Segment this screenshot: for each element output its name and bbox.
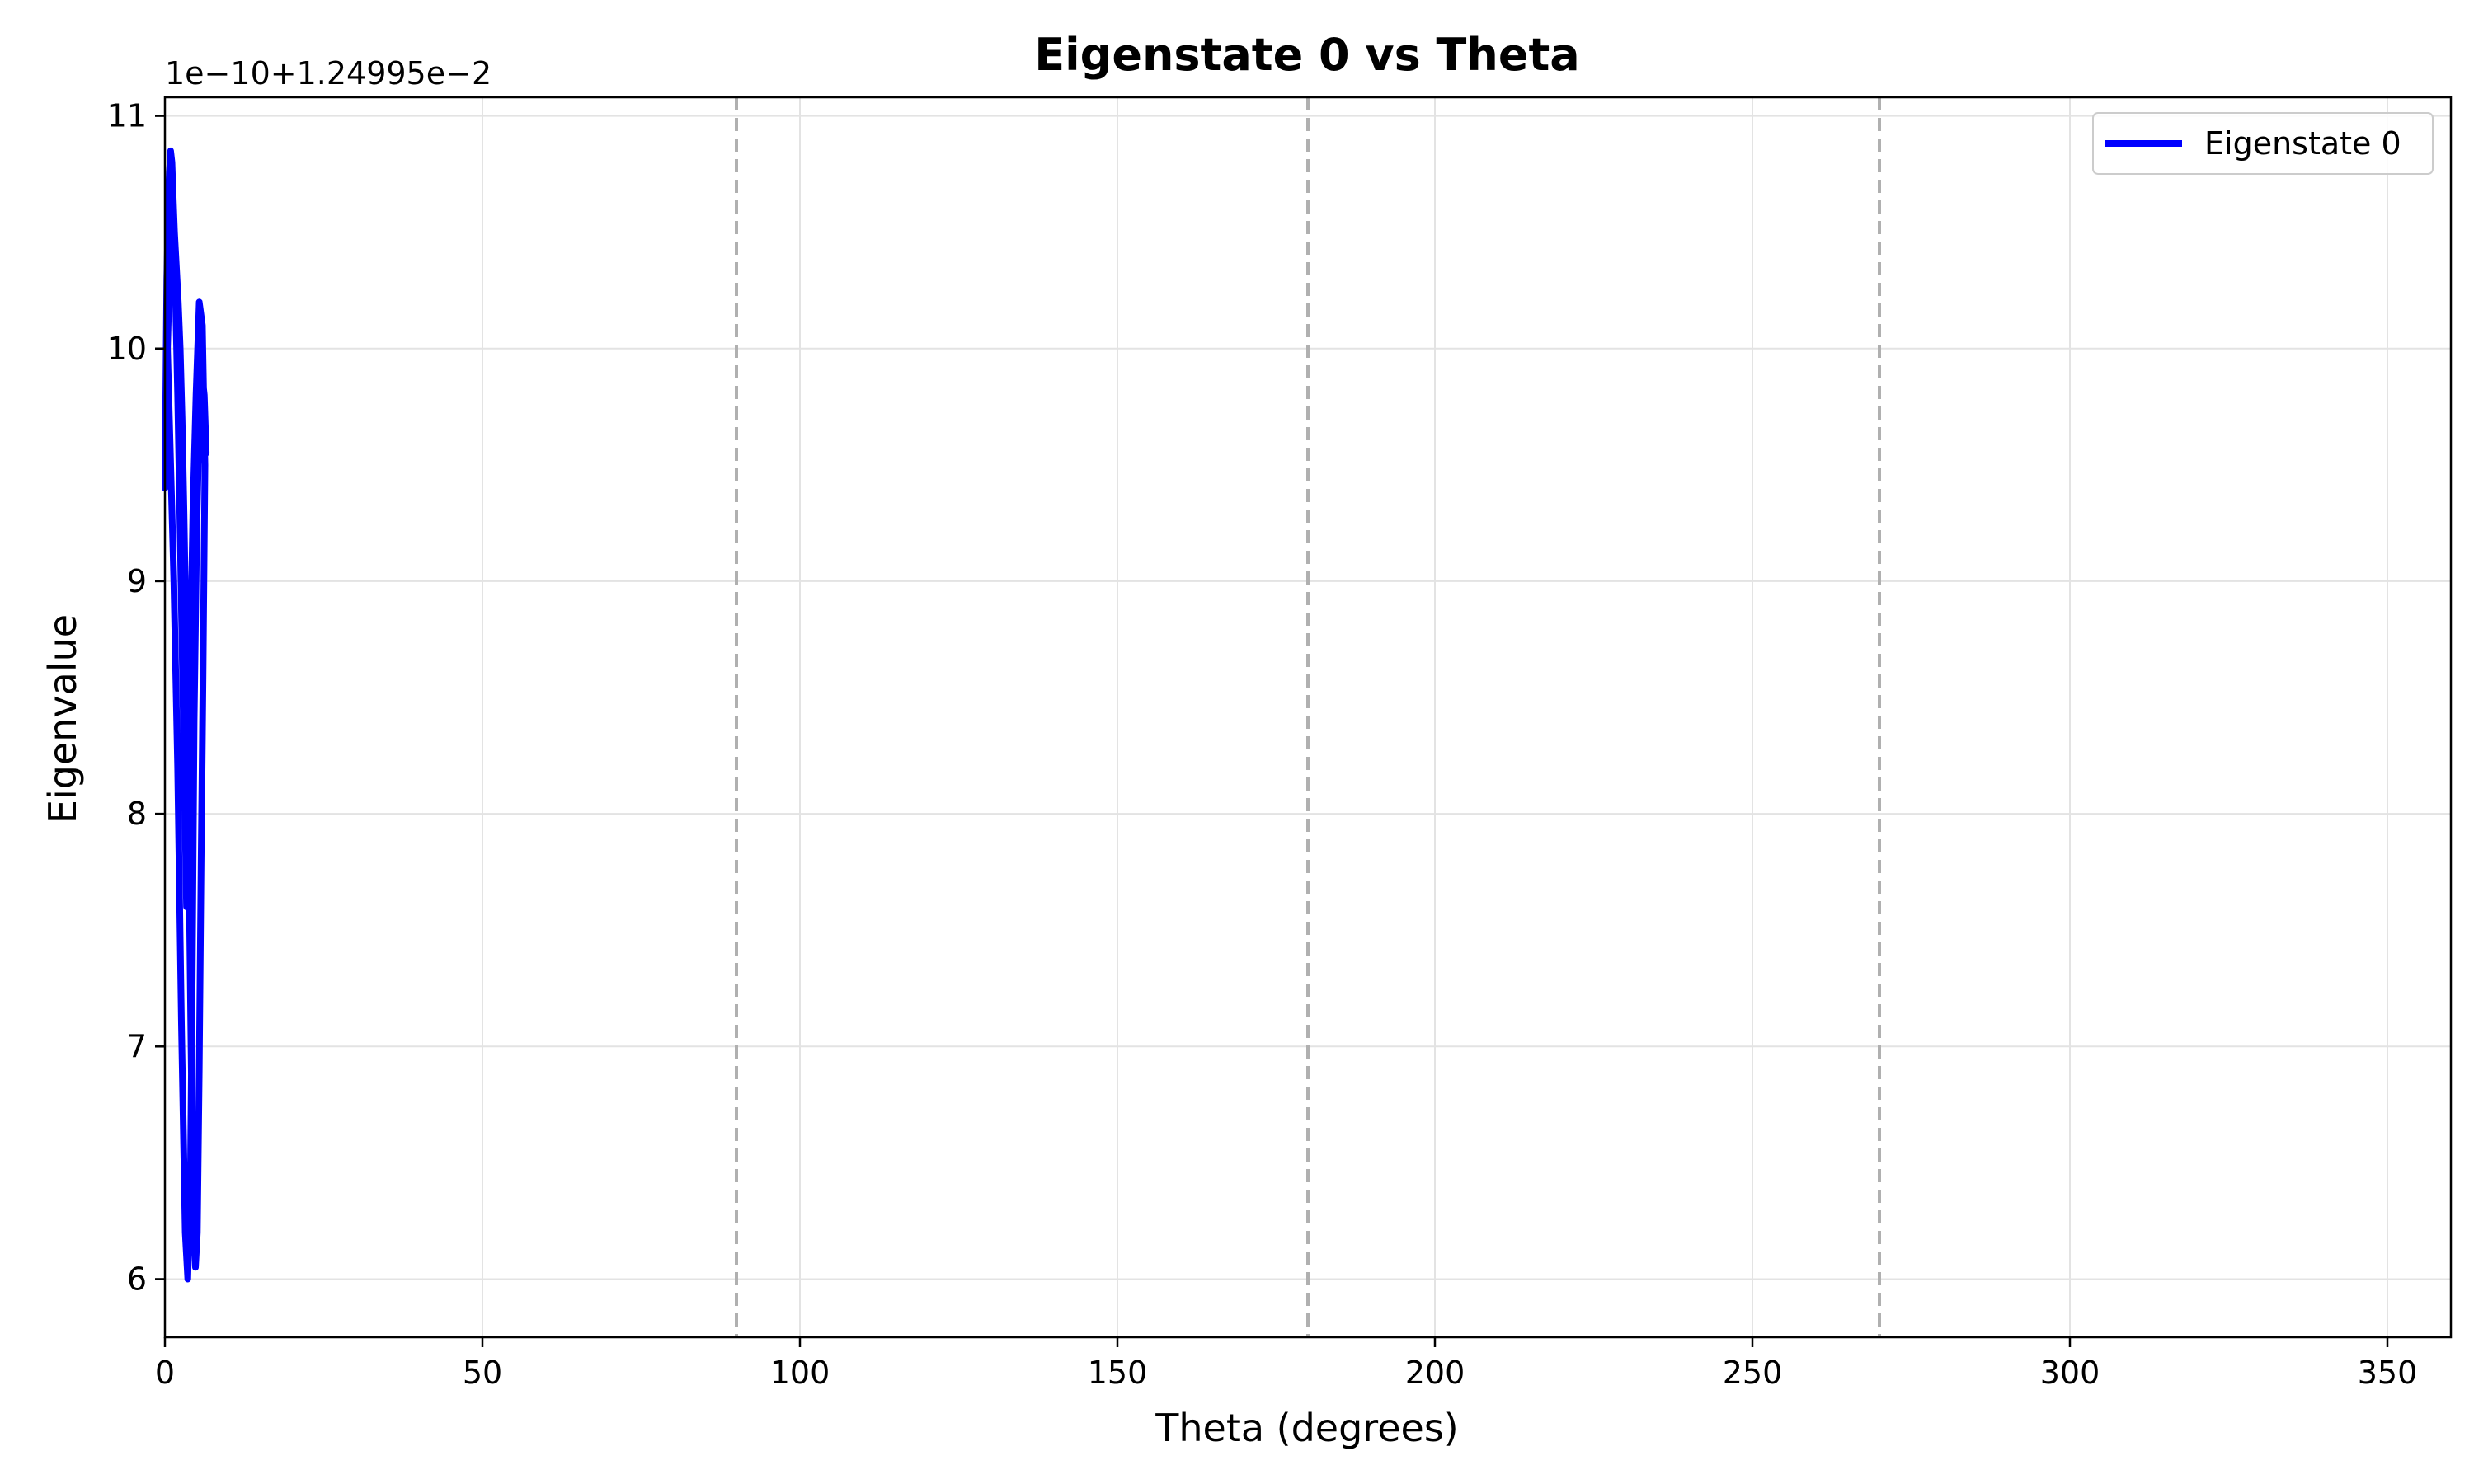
x-tick-label: 50 <box>463 1355 502 1391</box>
x-tick-label: 200 <box>1405 1355 1465 1391</box>
series-line-eigenstate-0 <box>162 147 210 1283</box>
y-tick-label: 7 <box>127 1028 147 1064</box>
legend: Eigenstate 0 <box>2092 112 2434 175</box>
plot-frame <box>163 96 2453 1339</box>
x-tick-label: 150 <box>1088 1355 1148 1391</box>
y-tick-label: 8 <box>127 796 147 832</box>
x-tick-label: 100 <box>770 1355 830 1391</box>
y-tick-label: 6 <box>127 1261 147 1297</box>
legend-box <box>2092 112 2434 175</box>
x-axis-title: Theta (degrees) <box>1155 1406 1458 1450</box>
chart-title: Eigenstate 0 vs Theta <box>1034 29 1579 81</box>
x-axis: 0 50 100 150 200 250 300 350 <box>155 1337 2417 1391</box>
x-tick-label: 350 <box>2358 1355 2418 1391</box>
y-tick-label: 10 <box>107 331 147 367</box>
y-tick-label: 11 <box>107 98 147 134</box>
x-tick-label: 300 <box>2040 1355 2100 1391</box>
y-offset-label: 1e−10+1.24995e−2 <box>165 55 492 92</box>
reference-lines <box>735 97 1881 1337</box>
x-tick-label: 250 <box>1723 1355 1783 1391</box>
series-layer <box>162 147 210 1283</box>
y-axis: 6 7 8 9 10 11 <box>107 98 165 1297</box>
y-tick-label: 9 <box>127 563 147 599</box>
legend-label: Eigenstate 0 <box>2204 125 2401 162</box>
x-tick-label: 0 <box>155 1355 175 1391</box>
y-axis-title: Eigenvalue <box>40 614 85 824</box>
